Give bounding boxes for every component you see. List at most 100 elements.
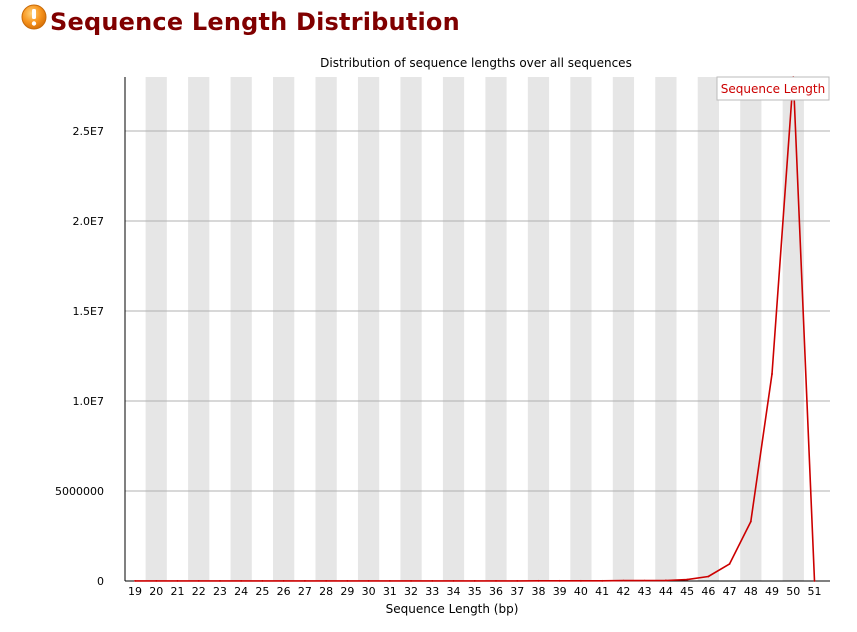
y-tick-labels: 0 5000000 1.0E7 1.5E7 2.0E7 2.5E7 (55, 125, 104, 588)
x-tick-label: 45 (680, 585, 694, 598)
x-tick-label: 35 (468, 585, 482, 598)
x-tick-label: 37 (510, 585, 524, 598)
data-point (643, 579, 646, 582)
x-tick-label: 19 (128, 585, 142, 598)
background-band (145, 77, 167, 581)
warning-icon (21, 4, 47, 30)
data-point (261, 580, 264, 582)
background-band (400, 77, 422, 581)
series-layer (134, 76, 816, 582)
page-title: Sequence Length Distribution (50, 8, 460, 36)
data-point (452, 580, 455, 582)
x-tick-label: 50 (786, 585, 800, 598)
data-point (728, 563, 731, 565)
x-tick-label: 24 (234, 585, 248, 598)
background-band (315, 77, 337, 581)
data-point (686, 578, 689, 581)
y-tick-label: 2.5E7 (73, 125, 104, 138)
background-band (188, 77, 210, 581)
data-point (495, 580, 497, 582)
x-tick-label: 51 (808, 585, 822, 598)
background-band (230, 77, 252, 581)
y-tick-label: 0 (97, 575, 104, 588)
data-point (664, 579, 667, 582)
x-tick-label: 46 (701, 585, 715, 598)
data-point (197, 580, 200, 582)
y-tick-label: 2.0E7 (73, 215, 104, 228)
x-tick-label: 39 (553, 585, 567, 598)
x-tick-label: 42 (616, 585, 630, 598)
data-point (282, 580, 285, 582)
background-band (697, 77, 719, 581)
x-tick-label: 30 (362, 585, 376, 598)
x-tick-labels: 19 20 21 22 23 24 25 26 27 28 29 30 31 32 33 34 35 36 37 38… (128, 585, 822, 598)
data-point (176, 580, 179, 582)
x-tick-label: 41 (595, 585, 609, 598)
x-tick-label: 22 (192, 585, 206, 598)
chart-title: Distribution of sequence lengths over al… (320, 56, 632, 70)
x-tick-label: 23 (213, 585, 227, 598)
y-tick-label: 1.0E7 (73, 395, 104, 408)
grid-lines (125, 130, 830, 492)
background-band (782, 77, 804, 581)
x-tick-label: 38 (531, 585, 545, 598)
x-tick-label: 36 (489, 585, 503, 598)
x-tick-label: 40 (574, 585, 588, 598)
x-tick-label: 31 (383, 585, 397, 598)
background-band (740, 77, 762, 581)
x-tick-label: 49 (765, 585, 779, 598)
x-tick-label: 34 (447, 585, 461, 598)
x-tick-label: 28 (319, 585, 333, 598)
data-point (431, 580, 434, 582)
data-point (410, 580, 412, 582)
legend: Sequence Length (716, 76, 830, 101)
x-tick-label: 43 (638, 585, 652, 598)
x-tick-label: 21 (170, 585, 184, 598)
background-band (357, 77, 380, 581)
data-point (537, 579, 540, 582)
background-band (527, 77, 550, 581)
background-band (273, 77, 295, 581)
data-point (240, 580, 243, 582)
x-tick-label: 47 (723, 585, 737, 598)
data-point (622, 579, 625, 582)
x-tick-label: 44 (659, 585, 673, 598)
data-point (155, 580, 158, 582)
y-tick-label: 1.5E7 (73, 305, 104, 318)
x-tick-label: 26 (277, 585, 291, 598)
x-tick-label: 29 (340, 585, 354, 598)
data-point (388, 580, 391, 582)
chart-area: Distribution of sequence lengths over al… (0, 50, 857, 628)
x-tick-label: 32 (404, 585, 418, 598)
background-bands (145, 77, 804, 581)
x-tick-label: 27 (298, 585, 312, 598)
x-axis-label: Sequence Length (bp) (386, 602, 519, 616)
data-point (516, 580, 519, 582)
background-band (485, 77, 507, 581)
sequence-length-chart: Distribution of sequence lengths over al… (55, 56, 830, 616)
background-band (570, 77, 592, 581)
data-point (707, 575, 710, 578)
data-point (813, 580, 816, 582)
data-point (749, 520, 752, 523)
data-point (771, 373, 773, 375)
legend-box (716, 76, 830, 101)
data-point (346, 580, 349, 582)
x-tick-label: 33 (425, 585, 439, 598)
data-point (601, 579, 604, 582)
data-point (558, 579, 561, 582)
background-band (612, 77, 635, 581)
x-tick-label: 20 (149, 585, 163, 598)
data-point (473, 580, 476, 582)
data-point (303, 580, 306, 582)
data-point (134, 580, 136, 582)
background-band (655, 77, 677, 581)
background-band (442, 77, 465, 581)
data-point (580, 579, 582, 582)
data-point (325, 580, 328, 582)
y-tick-label: 5000000 (55, 485, 104, 498)
legend-label: Sequence Length (721, 82, 825, 96)
x-tick-label: 48 (744, 585, 758, 598)
report-header: Sequence Length Distribution (0, 0, 857, 44)
x-tick-label: 25 (255, 585, 269, 598)
